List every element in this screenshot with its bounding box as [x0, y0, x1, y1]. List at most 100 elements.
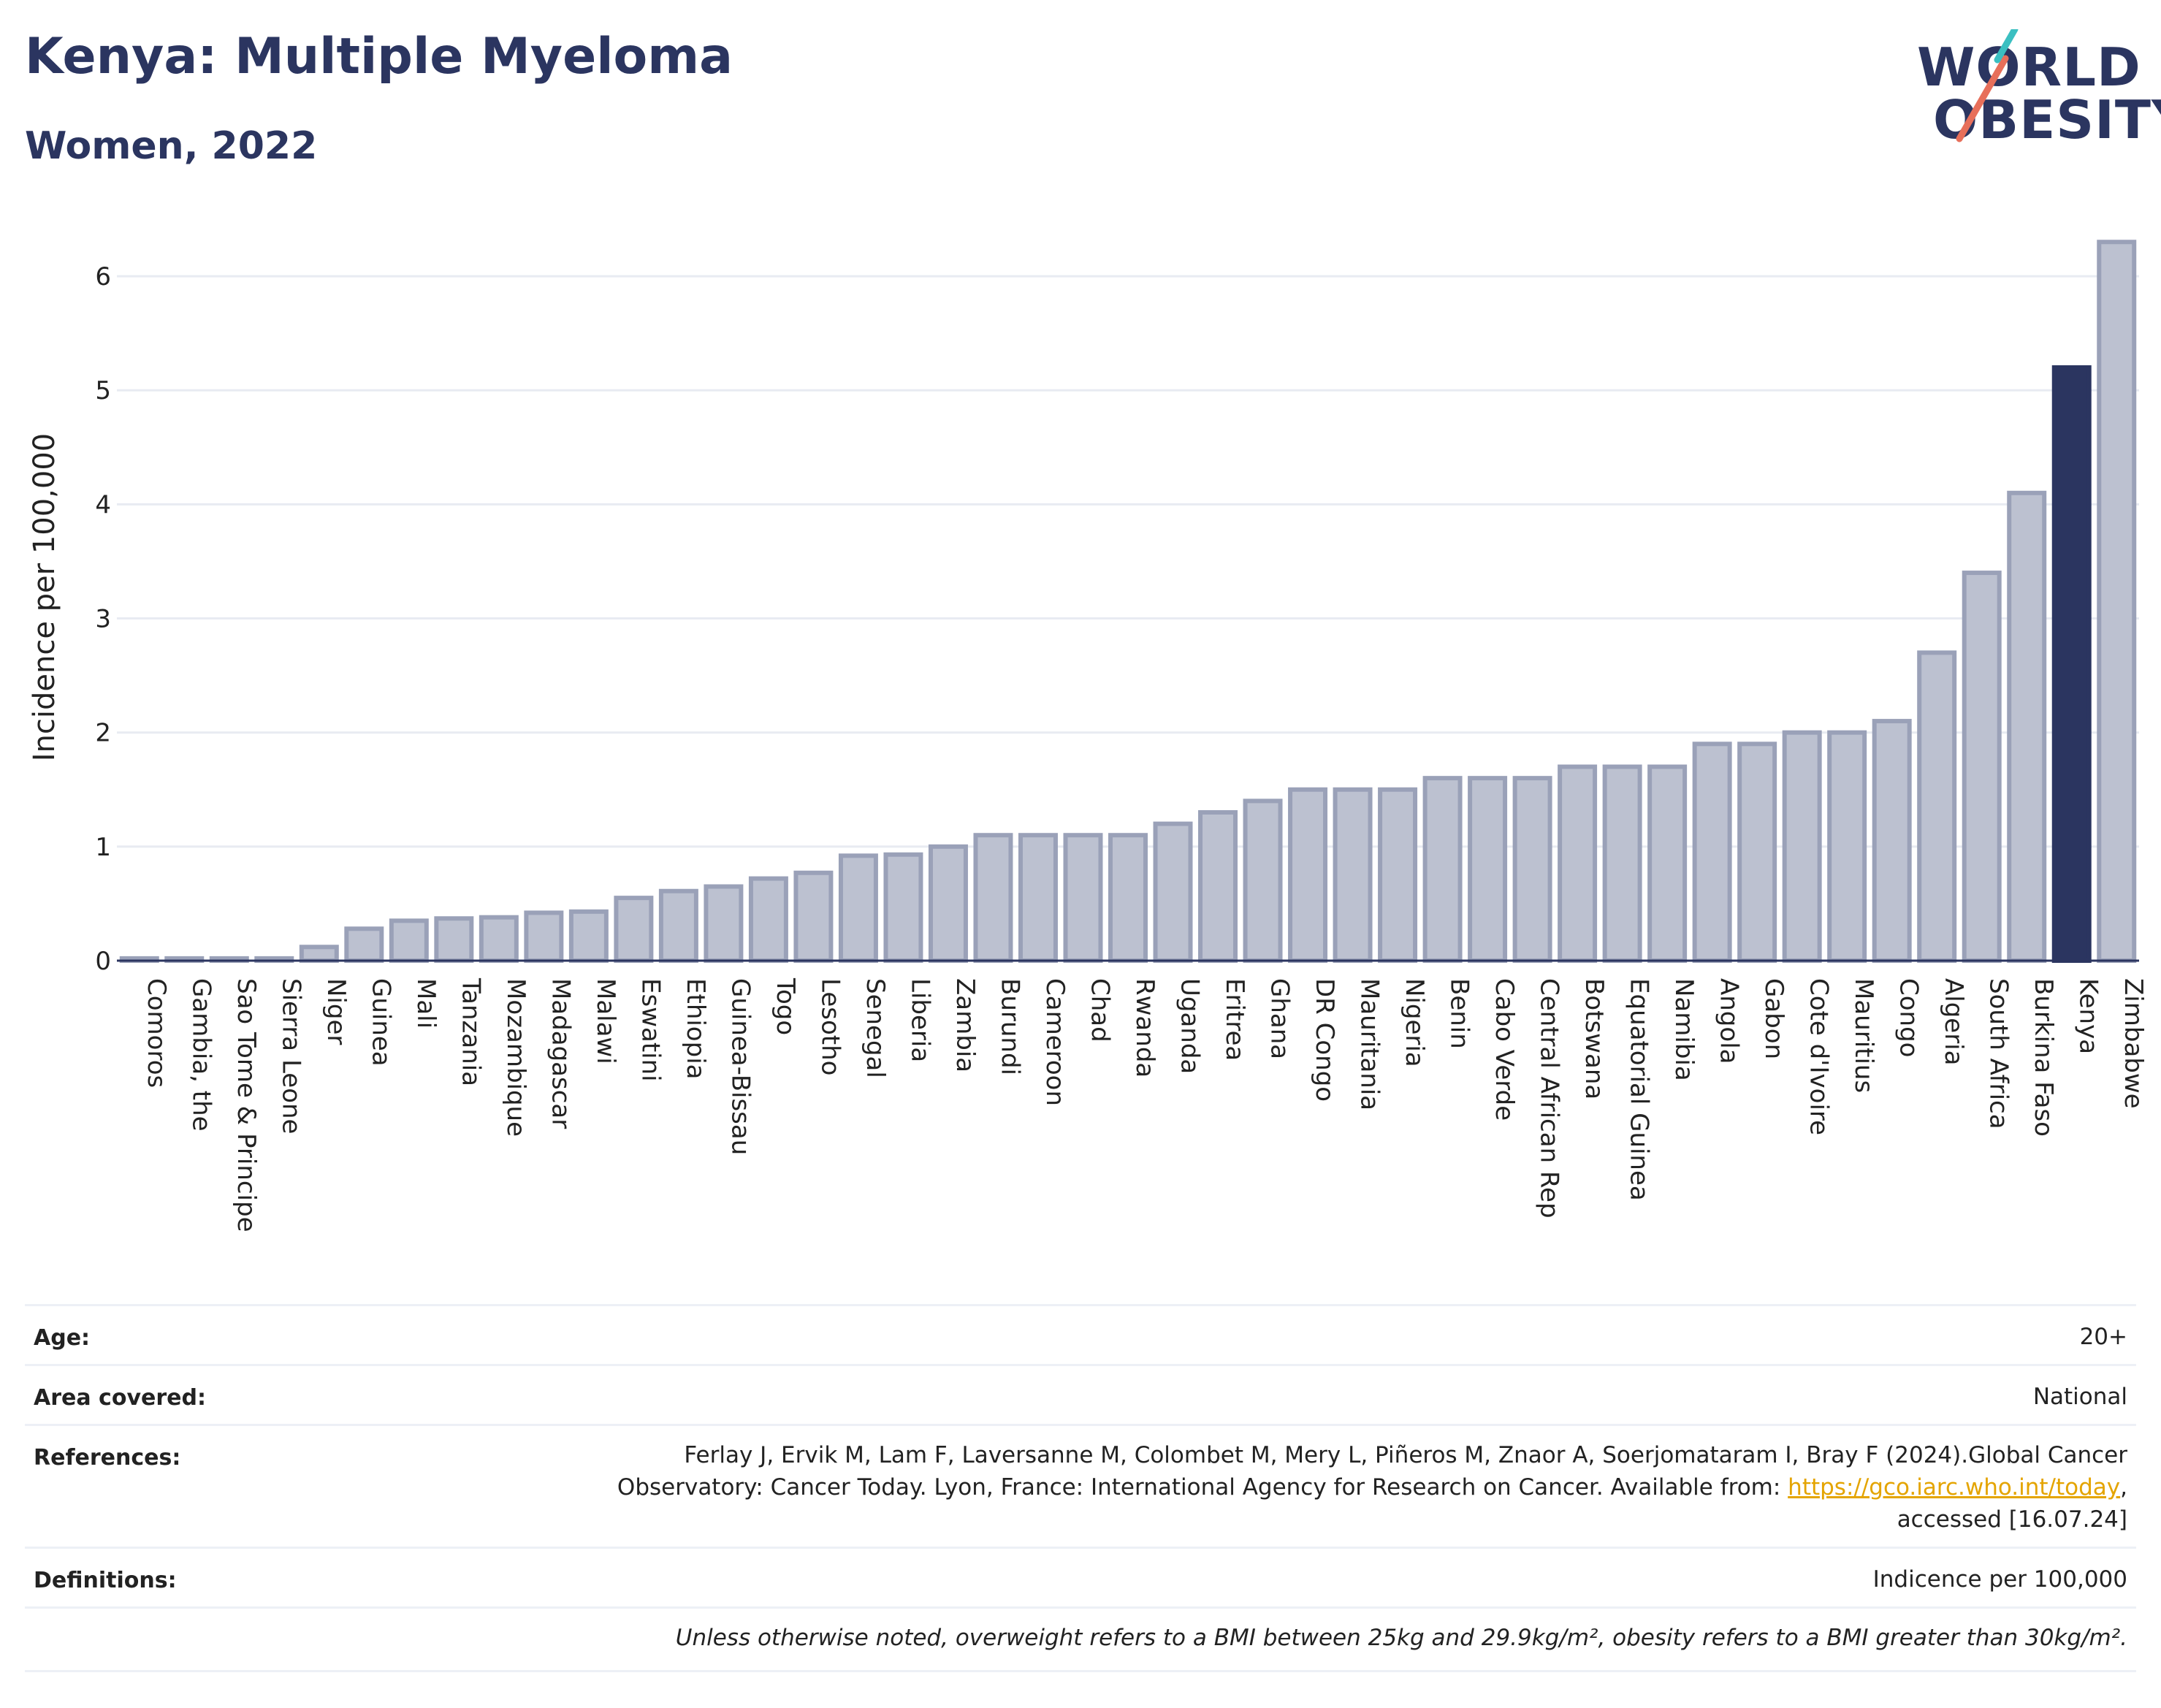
bar	[1333, 787, 1373, 964]
bar	[748, 876, 788, 963]
bar	[1063, 833, 1103, 963]
bar	[614, 896, 654, 963]
definitions-value: Indicence per 100,000	[1872, 1566, 2127, 1593]
bar	[1602, 764, 1642, 963]
x-tick-label: Central African Rep	[1535, 978, 1564, 1219]
x-tick-label: DR Congo	[1310, 978, 1339, 1102]
bar	[1782, 730, 1822, 963]
x-tick-label: Tanzania	[456, 977, 485, 1086]
definitions-label: Definitions:	[34, 1568, 177, 1593]
y-axis-label: Incidence per 100,000	[28, 433, 61, 762]
info-row-definitions: Definitions: Indicence per 100,000	[25, 1547, 2136, 1609]
references-line-1: Ferlay J, Ervik M, Lam F, Laversanne M, …	[684, 1442, 2127, 1468]
area-label: Area covered:	[34, 1385, 206, 1411]
references-comma: ,	[2120, 1474, 2127, 1501]
x-tick-label: Togo	[771, 977, 800, 1035]
y-tick-label: 2	[95, 719, 111, 748]
bar	[1243, 798, 1283, 964]
bar	[1827, 730, 1867, 963]
references-text: Observatory: Cancer Today. Lyon, France:…	[617, 1474, 1788, 1501]
x-tick-label: Sierra Leone	[276, 978, 305, 1134]
page-title: Kenya: Multiple Myeloma	[25, 28, 733, 85]
bar	[2097, 240, 2137, 963]
x-tick-label: South Africa	[1984, 978, 2013, 1129]
x-tick-label: Rwanda	[1130, 978, 1159, 1078]
age-label: Age:	[34, 1325, 91, 1351]
x-tick-label: Niger	[321, 978, 351, 1045]
bar	[928, 844, 968, 964]
x-tick-label: Comoros	[142, 978, 171, 1088]
bar	[389, 918, 429, 964]
references-line-3: accessed [16.07.24]	[1897, 1506, 2127, 1533]
x-tick-label: Eswatini	[636, 978, 665, 1082]
bar	[344, 926, 384, 964]
x-tick-label: Eritrea	[1220, 978, 1249, 1061]
x-tick-label: Mauritania	[1355, 978, 1384, 1110]
bar	[1108, 833, 1148, 963]
bar	[524, 910, 564, 964]
x-tick-label: Senegal	[861, 978, 890, 1078]
y-tick-label: 1	[95, 833, 111, 862]
bar	[793, 870, 834, 964]
y-tick-label: 0	[95, 947, 111, 976]
x-tick-label: Uganda	[1175, 978, 1205, 1074]
x-tick-label: Benin	[1445, 978, 1474, 1049]
x-tick-label: Algeria	[1939, 978, 1968, 1065]
bar	[2007, 490, 2047, 963]
bar	[1962, 571, 2002, 963]
x-tick-label: Burkina Faso	[2029, 978, 2058, 1137]
y-tick-label: 3	[95, 605, 111, 634]
x-tick-label: Namibia	[1669, 978, 1699, 1081]
info-row-age: Age: 20+	[25, 1304, 2136, 1366]
bar	[1558, 764, 1598, 963]
references-link[interactable]: https://gco.iarc.who.int/today	[1788, 1474, 2121, 1501]
bar	[1468, 776, 1508, 963]
references-line-2: Observatory: Cancer Today. Lyon, France:…	[617, 1471, 2127, 1503]
bar	[2051, 365, 2092, 963]
references-value: Ferlay J, Ervik M, Lam F, Laversanne M, …	[617, 1439, 2127, 1536]
x-tick-label: Cote d'Ivoire	[1804, 978, 1834, 1135]
bar	[1198, 810, 1238, 963]
bar	[838, 853, 878, 964]
x-tick-label: Ethiopia	[681, 978, 710, 1079]
x-tick-label: Chad	[1085, 978, 1114, 1042]
x-tick-label: Guinea	[366, 978, 395, 1067]
bar	[1872, 719, 1912, 963]
bar	[658, 888, 698, 963]
bar	[434, 916, 474, 963]
bar	[1018, 833, 1058, 963]
x-tick-label: Congo	[1894, 978, 1924, 1057]
bar	[1378, 787, 1418, 964]
bar	[1917, 650, 1957, 964]
x-tick-label: Guinea-Bissau	[725, 978, 755, 1155]
x-tick-label: Botswana	[1579, 978, 1609, 1099]
page-subtitle: Women, 2022	[25, 124, 318, 168]
x-tick-label: Nigeria	[1400, 978, 1429, 1067]
x-tick-label: Zimbabwe	[2119, 978, 2148, 1109]
x-tick-label: Gabon	[1759, 978, 1788, 1059]
x-tick-label: Malawi	[591, 978, 620, 1064]
info-row-references: References: Ferlay J, Ervik M, Lam F, La…	[25, 1424, 2136, 1549]
references-label: References:	[34, 1445, 181, 1471]
bar	[1153, 821, 1193, 963]
world-obesity-logo: WORLD OBESITY	[1907, 29, 2161, 153]
x-tick-label: Equatorial Guinea	[1625, 978, 1654, 1201]
logo-line-1: WORLD	[1917, 37, 2141, 98]
bar	[1512, 776, 1552, 963]
bar	[704, 884, 744, 963]
bar-chart: 0 1 2 3 4 5 6 Incidence per 100,000 Comoros Gambi…	[28, 240, 2148, 1232]
x-tick-label: Cabo Verde	[1490, 978, 1519, 1121]
x-tick-label: Gambia, the	[186, 978, 216, 1132]
logo-slash-icon	[1956, 29, 2019, 142]
age-value: 20+	[2079, 1324, 2127, 1350]
x-tick-label: Kenya	[2074, 978, 2103, 1054]
x-tick-label: Mozambique	[501, 978, 530, 1137]
y-tick-label: 4	[95, 490, 111, 519]
bar	[1647, 764, 1688, 963]
x-tick-label: Sao Tome & Principe	[232, 978, 261, 1232]
bar	[568, 909, 609, 964]
obesity-definition-note: Unless otherwise noted, overweight refer…	[675, 1625, 2127, 1651]
y-tick-label: 5	[95, 376, 111, 405]
x-tick-label: Mali	[411, 978, 441, 1029]
x-tick-label: Angola	[1715, 978, 1744, 1064]
